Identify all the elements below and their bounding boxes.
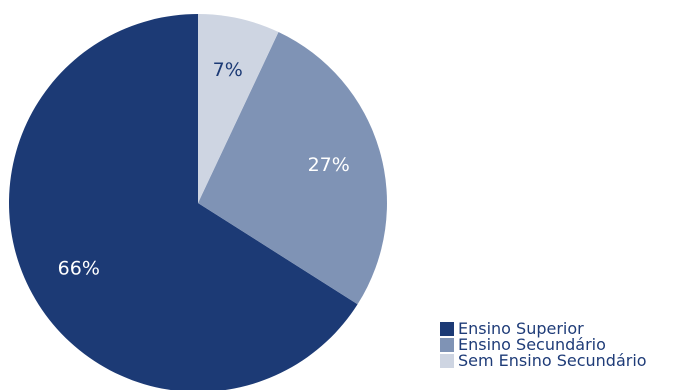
- legend-swatch-sem-ensino-secundario: [440, 354, 454, 368]
- data-label-ensino-superior: 66%: [58, 258, 100, 280]
- data-label-ensino-secundario: 27%: [308, 154, 350, 176]
- legend-item-sem-ensino-secundario: Sem Ensino Secundário: [440, 353, 647, 369]
- pie-slices: [9, 14, 387, 390]
- data-label-sem-ensino-secundario: 7%: [213, 59, 243, 81]
- legend-swatch-ensino-superior: [440, 322, 454, 336]
- chart-legend: Ensino Superior Ensino Secundário Sem En…: [440, 321, 647, 369]
- legend-swatch-ensino-secundario: [440, 338, 454, 352]
- legend-label-sem-ensino-secundario: Sem Ensino Secundário: [458, 353, 647, 369]
